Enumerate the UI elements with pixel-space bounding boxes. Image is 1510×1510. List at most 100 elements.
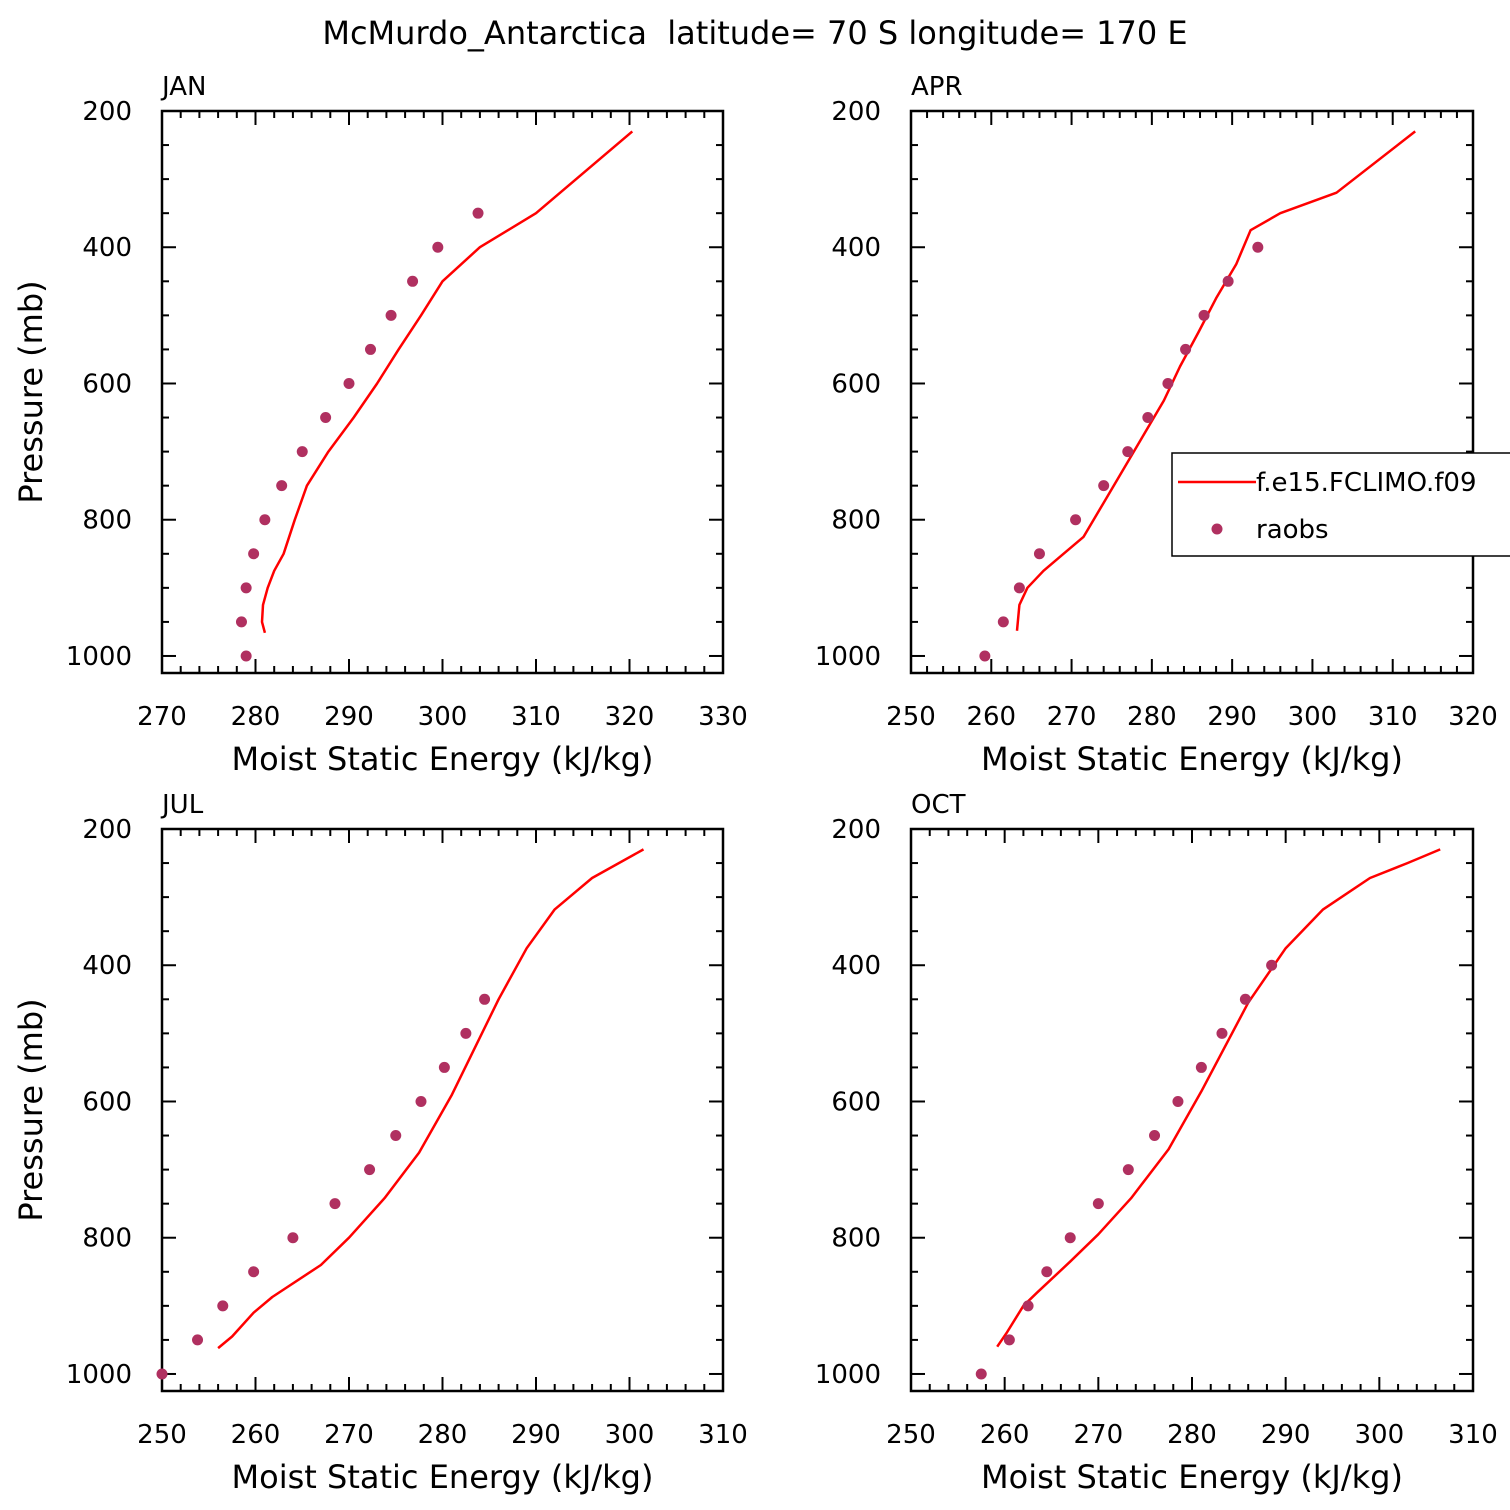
series-line-model: [260, 130, 634, 634]
data-point-raobs: [287, 1232, 299, 1244]
x-tick-label: 280: [418, 1420, 468, 1450]
series-line-model: [1015, 130, 1416, 631]
x-tick-label: 300: [1288, 702, 1338, 732]
x-tick-label: 300: [1355, 1420, 1405, 1450]
data-point-raobs: [432, 241, 444, 253]
data-point-raobs: [1149, 1130, 1161, 1142]
data-point-raobs: [1239, 993, 1251, 1005]
plot-area: [217, 848, 645, 1350]
y-tick-label: 1000: [815, 1360, 881, 1390]
series-line-model: [217, 848, 645, 1350]
y-tick-label: 800: [82, 1224, 132, 1254]
data-point-raobs: [320, 412, 332, 424]
x-tick-label: 290: [1261, 1420, 1311, 1450]
y-tick-label: 400: [82, 233, 132, 263]
panel-oct: 250 260 270 280 290 300 310 200 400 600 800 1000 Moi…: [815, 790, 1498, 1496]
panel-jan: 270 280 290 300 310 320 330 200 400 600 800 1000 Moi…: [12, 72, 748, 778]
y-tick-label: 400: [831, 951, 881, 981]
x-tick-label: 270: [137, 702, 187, 732]
x-tick-label: 260: [966, 702, 1016, 732]
y-tick-label: 600: [82, 369, 132, 399]
plot-frame: [909, 109, 1475, 675]
data-point-raobs: [997, 616, 1009, 628]
data-point-raobs: [276, 480, 288, 492]
x-axis-label: Moist Static Energy (kJ/kg): [232, 1458, 654, 1496]
data-point-raobs: [975, 1368, 987, 1380]
y-tick-label: 600: [831, 369, 881, 399]
y-tick-label: 800: [82, 506, 132, 536]
y-tick-label: 200: [831, 815, 881, 845]
legend-marker-swatch: [1211, 523, 1223, 535]
x-tick-label: 250: [886, 1420, 936, 1450]
panels-group: 270 280 290 300 310 320 330 200 400 600 800 1000 Moi…: [12, 72, 1510, 1496]
panel-label: JAN: [160, 72, 206, 102]
data-point-raobs: [479, 993, 491, 1005]
data-point-raobs: [1122, 1164, 1134, 1176]
x-axis-label: Moist Static Energy (kJ/kg): [981, 740, 1403, 778]
y-tick-label: 1000: [66, 1360, 132, 1390]
data-point-raobs: [1195, 1061, 1207, 1073]
data-point-raobs: [438, 1061, 450, 1073]
panel-label: APR: [911, 72, 963, 102]
data-point-raobs: [235, 616, 247, 628]
data-point-raobs: [248, 1266, 260, 1278]
y-tick-label: 600: [831, 1087, 881, 1117]
data-point-raobs: [472, 207, 484, 219]
data-point-raobs: [1266, 959, 1278, 971]
plot-area: [1015, 130, 1416, 631]
data-point-raobs: [1252, 241, 1264, 253]
data-point-raobs: [460, 1027, 472, 1039]
data-point-raobs: [407, 275, 419, 287]
x-tick-label: 310: [1368, 702, 1418, 732]
x-tick-label: 250: [137, 1420, 187, 1450]
x-tick-label: 250: [886, 702, 936, 732]
x-tick-label: 330: [698, 702, 748, 732]
data-point-raobs: [1222, 275, 1234, 287]
y-tick-label: 1000: [815, 642, 881, 672]
x-tick-label: 280: [231, 702, 281, 732]
data-point-raobs: [1013, 582, 1025, 594]
x-tick-label: 260: [231, 1420, 281, 1450]
data-point-raobs: [979, 650, 991, 662]
data-point-raobs: [240, 582, 252, 594]
panel-label: OCT: [911, 790, 966, 820]
figure-title: McMurdo_Antarctica latitude= 70 S longit…: [322, 14, 1187, 52]
data-point-raobs: [240, 650, 252, 662]
data-point-raobs: [156, 1368, 168, 1380]
y-axis-label: Pressure (mb): [12, 998, 50, 1221]
x-axis-label: Moist Static Energy (kJ/kg): [981, 1458, 1403, 1496]
y-tick-label: 400: [831, 233, 881, 263]
data-point-raobs: [1122, 446, 1134, 458]
data-point-raobs: [343, 377, 355, 389]
x-tick-label: 310: [698, 1420, 748, 1450]
x-tick-label: 320: [605, 702, 655, 732]
x-tick-label: 280: [1127, 702, 1177, 732]
legend-label-obs: raobs: [1256, 515, 1329, 545]
data-point-raobs: [1041, 1266, 1053, 1278]
data-point-raobs: [1162, 377, 1174, 389]
legend-label-model: f.e15.FCLIMO.f09: [1256, 468, 1476, 498]
x-tick-label: 270: [1047, 702, 1097, 732]
y-tick-label: 800: [831, 506, 881, 536]
x-tick-label: 290: [324, 702, 374, 732]
x-tick-label: 260: [980, 1420, 1030, 1450]
panel-label: JUL: [160, 790, 204, 820]
x-tick-label: 310: [511, 702, 561, 732]
data-point-raobs: [1003, 1334, 1015, 1346]
data-point-raobs: [1216, 1027, 1228, 1039]
data-point-raobs: [1022, 1300, 1034, 1312]
data-point-raobs: [1092, 1198, 1104, 1210]
data-point-raobs: [365, 343, 377, 355]
data-point-raobs: [1172, 1095, 1184, 1107]
data-point-raobs: [1180, 343, 1192, 355]
x-tick-label: 290: [511, 1420, 561, 1450]
x-tick-label: 320: [1448, 702, 1498, 732]
data-point-raobs: [296, 446, 308, 458]
panel-apr: 250 260 270 280 290 300 310 320 200 400 600 800 1000…: [815, 72, 1510, 778]
x-tick-label: 290: [1207, 702, 1257, 732]
legend-box: [1171, 452, 1510, 557]
data-point-raobs: [1064, 1232, 1076, 1244]
data-point-raobs: [329, 1198, 341, 1210]
data-point-raobs: [1142, 412, 1154, 424]
